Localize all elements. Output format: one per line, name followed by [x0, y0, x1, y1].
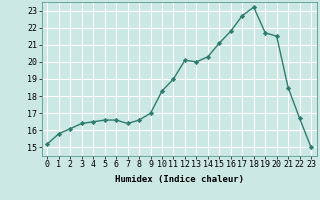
X-axis label: Humidex (Indice chaleur): Humidex (Indice chaleur) — [115, 175, 244, 184]
